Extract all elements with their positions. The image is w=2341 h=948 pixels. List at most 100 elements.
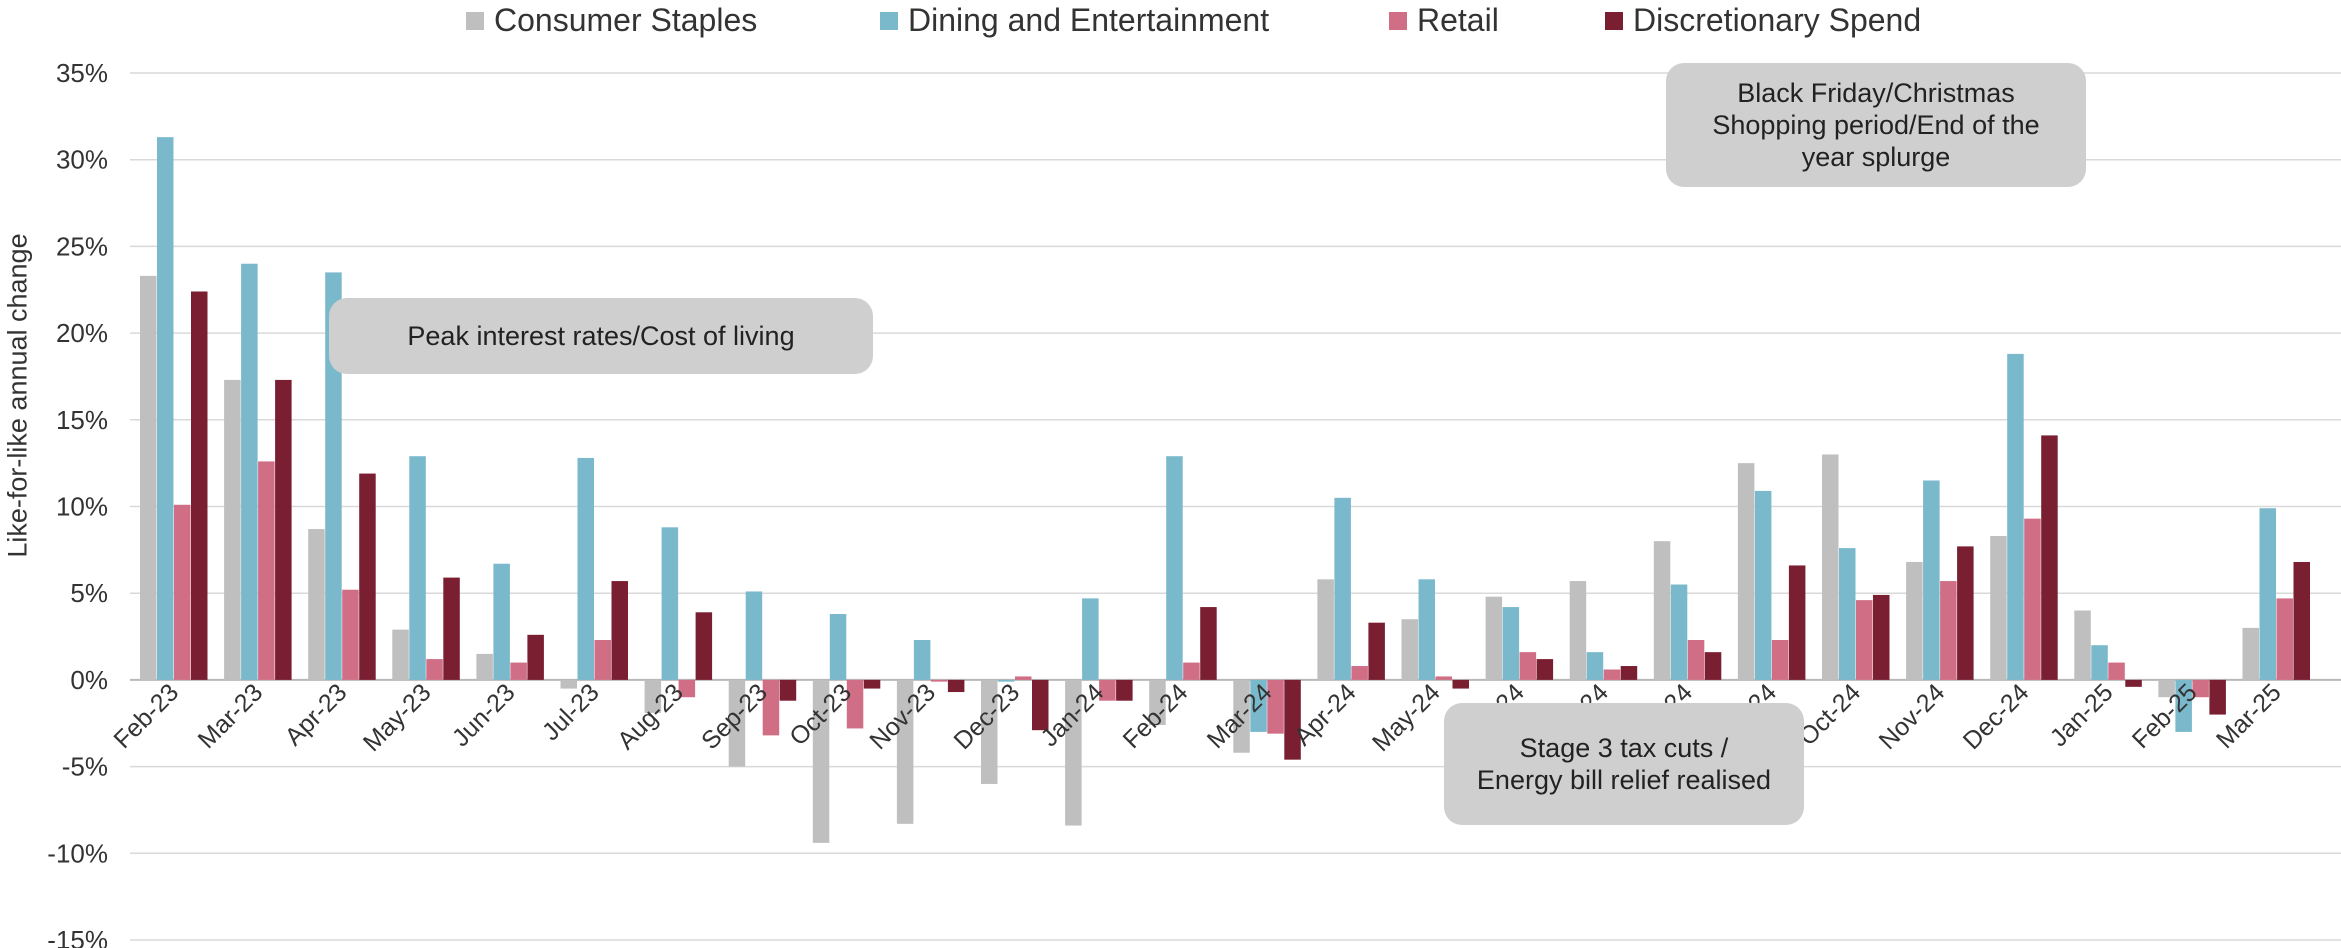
bar — [527, 634, 544, 680]
x-tick-label: May-23 — [358, 678, 437, 757]
bar — [2158, 679, 2175, 698]
bar — [510, 662, 527, 680]
bar — [2125, 679, 2142, 687]
bar — [594, 640, 611, 680]
bar — [1435, 676, 1452, 680]
bar — [1149, 679, 1166, 725]
bar — [258, 461, 275, 680]
bar — [695, 612, 713, 680]
bar — [745, 591, 763, 680]
bar — [1754, 490, 1772, 680]
bar — [1569, 581, 1587, 680]
bar — [560, 679, 577, 689]
bar — [981, 679, 998, 784]
bar — [2041, 435, 2058, 680]
bar — [1839, 548, 1856, 680]
bar — [1368, 622, 1385, 680]
bar — [1519, 652, 1537, 680]
bar — [896, 679, 914, 824]
bar — [1704, 652, 1722, 680]
bar — [2074, 610, 2091, 680]
x-tick-label: Nov-24 — [1874, 678, 1951, 755]
y-tick-label: 35% — [56, 58, 108, 88]
bar — [2175, 679, 2192, 732]
bar — [779, 679, 797, 701]
bar — [174, 504, 191, 680]
x-tick-label: Jun-23 — [447, 678, 521, 752]
bar — [157, 137, 174, 680]
annotation-black-friday-christmas: Black Friday/Christmas Shopping period/E… — [1666, 63, 2086, 187]
bar — [1485, 596, 1503, 680]
bar — [863, 679, 881, 689]
bar — [275, 379, 292, 680]
bar — [1099, 679, 1116, 701]
bar — [2091, 645, 2108, 680]
y-tick-label: -5% — [62, 752, 108, 782]
legend-swatch — [880, 11, 898, 30]
bar — [1586, 652, 1604, 680]
bar — [1082, 598, 1099, 680]
bar — [661, 527, 679, 680]
legend-swatch — [1389, 11, 1407, 30]
bar — [493, 563, 510, 680]
x-tick-label: Apr-23 — [280, 678, 353, 751]
legend-label: Dining and Entertainment — [908, 2, 1270, 38]
bar — [728, 679, 746, 767]
bar — [1653, 541, 1671, 680]
x-tick-label: Dec-24 — [1958, 678, 2035, 755]
legend-item-discretionary-spend: Discretionary Spend — [1605, 2, 1921, 39]
bar — [2276, 598, 2293, 680]
bar — [1401, 619, 1418, 680]
annotation-stage-3-tax-cuts: Stage 3 tax cuts / Energy bill relief re… — [1444, 703, 1804, 825]
bar — [1065, 679, 1082, 826]
bar — [359, 473, 376, 680]
bar — [1233, 679, 1250, 753]
bar-series — [140, 137, 2310, 843]
bar — [1200, 607, 1217, 680]
bar — [1418, 579, 1435, 680]
bar — [1906, 561, 1923, 680]
bar — [1620, 666, 1638, 680]
bar — [1856, 600, 1873, 680]
bar — [678, 679, 696, 698]
bar — [1990, 535, 2007, 680]
y-tick-label: 5% — [70, 578, 108, 608]
bar — [1957, 546, 1974, 680]
bar — [1317, 579, 1334, 680]
x-tick-label: Feb-23 — [108, 678, 184, 754]
bar — [1737, 463, 1755, 680]
y-tick-label: 25% — [56, 231, 108, 261]
bar — [913, 640, 931, 680]
x-axis-ticks: Feb-23 Mar-23 Apr-23 May-23 Jun-23 Jul-23 Aug-… — [108, 678, 2286, 757]
y-axis-ticks: -15% -10% -5% 0% 5% 10% 15% 20% 25% 30% 35% — [47, 58, 108, 948]
bar — [812, 679, 830, 843]
bar — [1032, 679, 1049, 731]
bar — [1670, 584, 1688, 680]
y-tick-label: 0% — [70, 665, 108, 695]
bar — [1116, 679, 1133, 701]
bar — [2192, 679, 2209, 698]
bar — [644, 679, 662, 713]
bar — [1267, 679, 1284, 734]
bar — [476, 653, 493, 680]
bar — [829, 614, 847, 680]
y-tick-label: -15% — [47, 925, 108, 948]
bar — [426, 659, 443, 680]
bar — [1183, 662, 1200, 680]
y-axis-label: Like-for-like annual change — [2, 233, 33, 558]
bar — [409, 456, 426, 680]
bar — [947, 679, 965, 693]
bar — [2293, 561, 2310, 680]
y-tick-label: 30% — [56, 145, 108, 175]
bar — [2108, 662, 2125, 680]
bar — [2024, 518, 2041, 680]
y-tick-label: 15% — [56, 405, 108, 435]
bar — [1822, 454, 1839, 680]
bar — [342, 589, 359, 680]
bar — [1923, 480, 1940, 680]
bar — [443, 577, 460, 680]
bar — [1940, 581, 1957, 680]
annotation-peak-interest-rates: Peak interest rates/Cost of living — [329, 298, 873, 374]
bar — [1788, 565, 1806, 680]
